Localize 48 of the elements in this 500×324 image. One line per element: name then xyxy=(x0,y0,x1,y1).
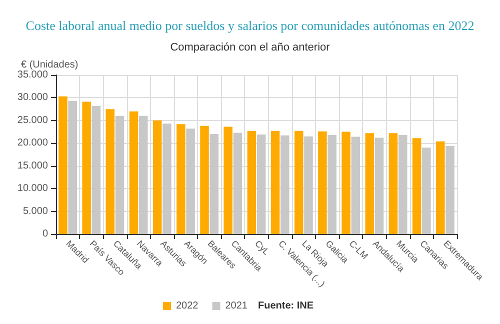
bar xyxy=(342,132,350,234)
y-tick-label: 5.000 xyxy=(22,206,48,217)
bar xyxy=(318,131,327,234)
bar xyxy=(176,124,186,234)
bar xyxy=(68,100,77,234)
bar xyxy=(186,128,195,234)
bar xyxy=(115,116,124,234)
bar xyxy=(256,134,266,234)
bar xyxy=(388,133,398,234)
bar xyxy=(294,130,304,234)
y-tick-label: 35.000 xyxy=(17,70,48,80)
bar xyxy=(422,148,431,234)
bar xyxy=(365,133,374,234)
bar xyxy=(280,135,290,234)
source-note: Fuente: INE xyxy=(258,300,314,312)
bar xyxy=(270,130,280,234)
bar xyxy=(129,111,138,234)
bar xyxy=(412,138,422,234)
chart-subtitle: Comparación con el año anterior xyxy=(170,42,330,54)
bar xyxy=(138,116,148,234)
bar xyxy=(398,134,408,234)
bar xyxy=(200,126,209,234)
legend-label: 2021 xyxy=(225,300,248,312)
bar xyxy=(328,134,336,234)
y-axis-title: € (Unidades) xyxy=(21,60,78,70)
bar xyxy=(58,96,68,234)
y-tick-label: 25.000 xyxy=(17,114,48,126)
y-tick-label: 30.000 xyxy=(17,92,48,104)
bar xyxy=(436,141,445,234)
bar xyxy=(82,102,91,234)
bar xyxy=(162,124,172,234)
y-tick-label: 0 xyxy=(42,228,48,240)
y-tick-label: 10.000 xyxy=(17,183,48,194)
legend-label: 2022 xyxy=(176,300,199,312)
bar xyxy=(210,134,219,234)
bar xyxy=(351,136,360,234)
bar xyxy=(152,120,162,234)
y-tick-label: 15.000 xyxy=(17,160,48,172)
y-tick-label: 20.000 xyxy=(17,138,48,149)
bar xyxy=(233,132,242,234)
bar xyxy=(247,130,256,234)
bar xyxy=(374,138,384,234)
bar xyxy=(446,146,454,234)
bar xyxy=(92,106,101,234)
bar xyxy=(304,136,313,234)
chart-title: Coste laboral anual medio por sueldos y salarios por comunidades autónomas en 2022 xyxy=(26,18,474,33)
bar xyxy=(106,109,115,234)
bar xyxy=(224,126,232,234)
